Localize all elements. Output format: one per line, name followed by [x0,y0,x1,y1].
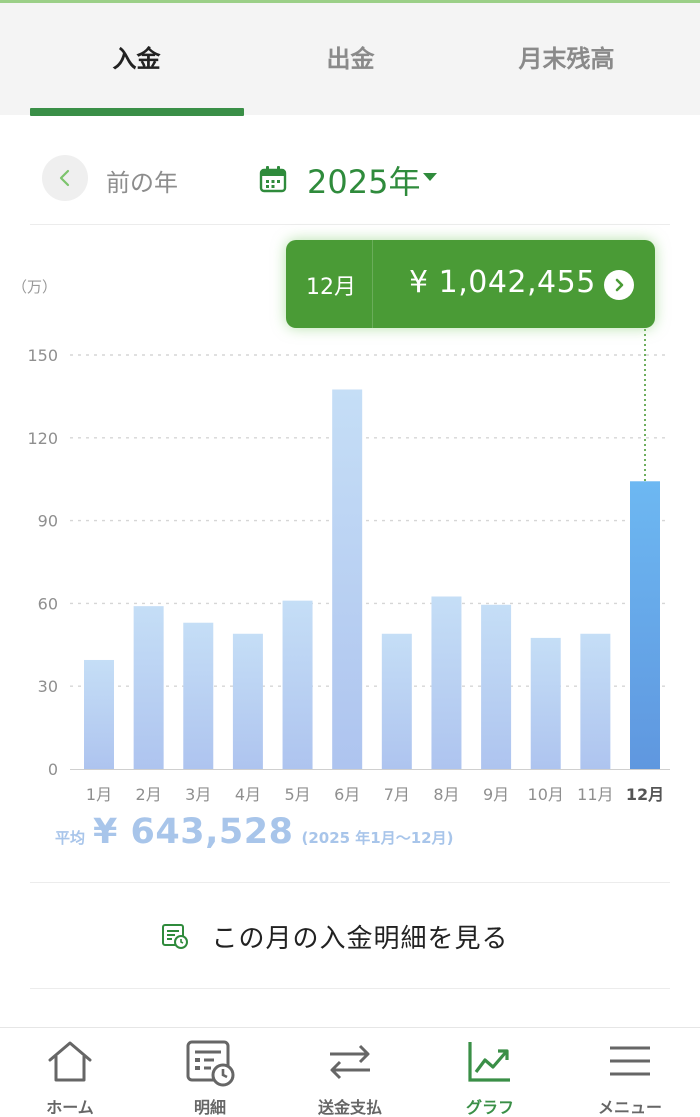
nav-transfer[interactable]: 送金支払 [280,1028,420,1117]
statement-icon [186,1040,235,1087]
graph-icon [468,1042,510,1082]
nav-graph-label: グラフ [465,1098,514,1117]
bar-2月[interactable] [133,606,164,769]
selected-month-tooltip[interactable]: 12月 ¥ 1,042,455 [286,240,655,328]
bar-4月[interactable] [232,633,263,769]
average-value: ¥ 643,528 [93,812,294,852]
x-tick-label[interactable]: 1月 [86,785,112,804]
bar-1月[interactable] [84,659,114,769]
average-label: 平均 [55,829,86,847]
bottom-navigation: ホーム 明細 送金支払 グラフ [0,1027,700,1117]
x-tick-label[interactable]: 2月 [136,785,162,804]
nav-menu-label: メニュー [597,1098,662,1117]
transfer-icon [330,1044,370,1080]
tab-month-end-balance[interactable]: 月末残高 [518,44,615,73]
y-tick-label: 0 [48,760,58,779]
nav-home-label: ホーム [46,1098,94,1117]
y-axis-unit-label: （万） [12,278,58,296]
bar-9月[interactable] [481,604,512,769]
tooltip-month: 12月 [306,275,356,300]
bar-10月[interactable] [530,637,561,769]
x-tick-label[interactable]: 12月 [626,785,664,804]
nav-transfer-label: 送金支払 [317,1098,382,1117]
tab-deposit[interactable]: 入金 [112,44,161,73]
monthly-deposit-chart: 0 30 60 90 120 150 1月 2月 3月 4月 5月 6月 7月 8月 9月 10月 11月 12月 [27,329,670,804]
bar-6月[interactable] [332,389,363,770]
x-tick-label[interactable]: 7月 [384,785,410,804]
y-tick-label: 120 [27,429,58,448]
divider [30,988,670,989]
tooltip-separator [372,240,373,328]
caret-down-icon[interactable] [423,173,437,181]
chevron-right-icon[interactable] [604,270,634,300]
average-range: (2025 年1月〜12月) [301,829,454,847]
x-tick-label[interactable]: 4月 [235,785,261,804]
divider [30,882,670,883]
x-tick-label[interactable]: 8月 [433,785,459,804]
y-tick-label: 150 [27,346,58,365]
nav-graph[interactable]: グラフ [420,1028,560,1117]
x-tick-label[interactable]: 3月 [185,785,211,804]
home-icon [48,1041,92,1082]
bar-11月[interactable] [580,633,611,769]
y-tick-label: 60 [38,594,58,613]
nav-home[interactable]: ホーム [0,1028,140,1117]
previous-year-button[interactable] [42,155,88,201]
nav-statement-label: 明細 [193,1098,226,1117]
x-tick-label[interactable]: 6月 [334,785,360,804]
chevron-left-icon [59,169,70,187]
x-tick-label[interactable]: 9月 [483,785,509,804]
top-accent-strip [0,0,700,3]
calendar-icon[interactable] [259,165,287,193]
bar-7月[interactable] [381,633,412,769]
x-tick-label[interactable]: 10月 [528,785,564,804]
bar-8月[interactable] [431,596,462,770]
nav-statement[interactable]: 明細 [140,1028,280,1117]
statement-clock-icon [162,924,189,949]
details-link-label: この月の入金明細を見る [211,923,509,954]
x-tick-label[interactable]: 11月 [577,785,613,804]
year-navigator: 前の年 2025年 [0,115,700,225]
x-tick-label[interactable]: 5月 [284,785,310,804]
tooltip-amount: ¥ 1,042,455 [409,265,596,300]
nav-menu[interactable]: メニュー [560,1028,700,1117]
bar-3月[interactable] [183,622,214,769]
previous-year-label[interactable]: 前の年 [106,169,178,197]
average-summary: 平均 ¥ 643,528 (2025 年1月〜12月) [55,812,453,862]
year-selector[interactable]: 2025年 [307,163,421,201]
bar-5月[interactable] [282,600,313,769]
view-monthly-deposit-details-link[interactable]: この月の入金明細を見る [0,884,700,988]
tab-withdrawal[interactable]: 出金 [326,44,375,73]
y-tick-label: 90 [38,512,58,531]
menu-icon [610,1046,650,1076]
y-tick-label: 30 [38,677,58,696]
divider [30,224,670,225]
bar-12月[interactable] [630,481,660,769]
tab-bar: 入金 出金 月末残高 [0,3,700,116]
active-tab-indicator [30,108,244,116]
